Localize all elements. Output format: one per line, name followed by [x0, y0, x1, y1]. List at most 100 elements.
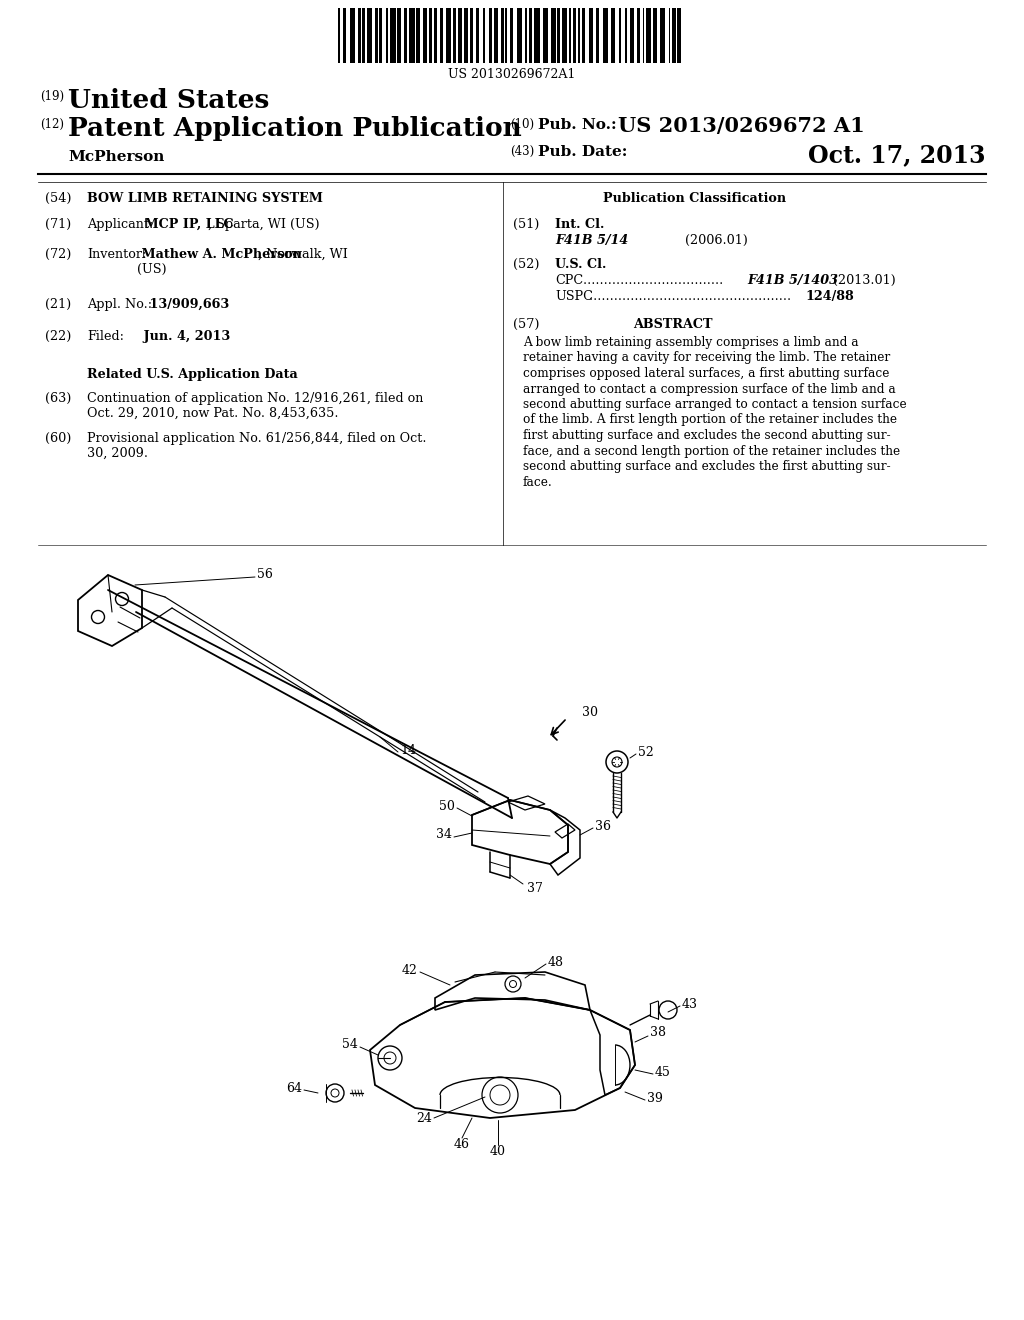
Bar — [505, 8, 507, 63]
Text: Pub. Date:: Pub. Date: — [538, 145, 628, 158]
Bar — [470, 8, 473, 63]
Bar — [610, 8, 615, 63]
Text: US 20130269672A1: US 20130269672A1 — [449, 69, 575, 81]
Bar — [569, 8, 571, 63]
Text: (2006.01): (2006.01) — [645, 234, 748, 247]
Bar — [589, 8, 594, 63]
Text: Filed:: Filed: — [87, 330, 124, 343]
Bar — [677, 8, 681, 63]
Text: Int. Cl.: Int. Cl. — [555, 218, 604, 231]
Text: Oct. 17, 2013: Oct. 17, 2013 — [809, 143, 986, 168]
Bar — [404, 8, 407, 63]
Bar — [544, 8, 548, 63]
Text: Publication Classification: Publication Classification — [603, 191, 786, 205]
Text: 56: 56 — [257, 569, 273, 582]
Text: 48: 48 — [548, 956, 564, 969]
Bar — [510, 8, 513, 63]
Bar — [516, 8, 522, 63]
Bar — [390, 8, 395, 63]
Text: ABSTRACT: ABSTRACT — [633, 318, 713, 331]
Text: (US): (US) — [137, 263, 167, 276]
Text: (63): (63) — [45, 392, 72, 405]
Bar — [642, 8, 644, 63]
Text: Pub. No.:: Pub. No.: — [538, 117, 616, 132]
Bar — [528, 8, 532, 63]
Text: (52): (52) — [513, 257, 540, 271]
Bar — [410, 8, 415, 63]
Bar — [620, 8, 621, 63]
Text: 64: 64 — [286, 1081, 302, 1094]
Text: (51): (51) — [513, 218, 540, 231]
Text: U.S. Cl.: U.S. Cl. — [555, 257, 606, 271]
Text: Provisional application No. 61/256,844, filed on Oct.: Provisional application No. 61/256,844, … — [87, 432, 427, 445]
Text: 45: 45 — [655, 1065, 671, 1078]
Text: 14: 14 — [400, 743, 416, 756]
Bar — [660, 8, 666, 63]
Bar — [368, 8, 372, 63]
Bar — [429, 8, 432, 63]
Text: (57): (57) — [513, 318, 540, 331]
Bar — [458, 8, 462, 63]
Bar — [578, 8, 580, 63]
Bar — [646, 8, 651, 63]
Text: comprises opposed lateral surfaces, a first abutting surface: comprises opposed lateral surfaces, a fi… — [523, 367, 890, 380]
Bar — [488, 8, 492, 63]
Bar — [562, 8, 566, 63]
Text: face, and a second length portion of the retainer includes the: face, and a second length portion of the… — [523, 445, 900, 458]
Text: second abutting surface and excludes the first abutting sur-: second abutting surface and excludes the… — [523, 459, 891, 473]
Text: (71): (71) — [45, 218, 72, 231]
Text: Oct. 29, 2010, now Pat. No. 8,453,635.: Oct. 29, 2010, now Pat. No. 8,453,635. — [87, 407, 339, 420]
Bar — [625, 8, 627, 63]
Bar — [349, 8, 355, 63]
Text: US 2013/0269672 A1: US 2013/0269672 A1 — [618, 116, 864, 136]
Bar — [434, 8, 437, 63]
Text: 24: 24 — [416, 1111, 432, 1125]
Bar — [573, 8, 575, 63]
Text: 50: 50 — [439, 800, 455, 813]
Text: (10): (10) — [510, 117, 535, 131]
Bar — [483, 8, 485, 63]
Bar — [653, 8, 657, 63]
Bar — [386, 8, 388, 63]
Bar — [423, 8, 427, 63]
Text: MCP IP, LLC: MCP IP, LLC — [140, 218, 233, 231]
Text: face.: face. — [523, 475, 553, 488]
Text: of the limb. A first length portion of the retainer includes the: of the limb. A first length portion of t… — [523, 413, 897, 426]
Text: A bow limb retaining assembly comprises a limb and a: A bow limb retaining assembly comprises … — [523, 337, 859, 348]
Text: 54: 54 — [342, 1039, 358, 1052]
Bar — [464, 8, 468, 63]
Text: (21): (21) — [45, 298, 72, 312]
Text: second abutting surface arranged to contact a tension surface: second abutting surface arranged to cont… — [523, 399, 906, 411]
Bar — [673, 8, 676, 63]
Bar — [525, 8, 526, 63]
Text: Patent Application Publication: Patent Application Publication — [68, 116, 522, 141]
Text: Continuation of application No. 12/916,261, filed on: Continuation of application No. 12/916,2… — [87, 392, 423, 405]
Text: 34: 34 — [436, 829, 452, 842]
Text: (43): (43) — [510, 145, 535, 158]
Text: ..................................: .................................. — [579, 275, 723, 286]
Text: USPC: USPC — [555, 290, 593, 304]
Text: 36: 36 — [595, 820, 611, 833]
Bar — [551, 8, 556, 63]
Bar — [396, 8, 400, 63]
Bar — [362, 8, 365, 63]
Text: Mathew A. McPherson: Mathew A. McPherson — [137, 248, 302, 261]
Text: 124/88: 124/88 — [805, 290, 854, 304]
Text: F41B 5/1403: F41B 5/1403 — [746, 275, 838, 286]
Text: CPC: CPC — [555, 275, 583, 286]
Text: Applicant:: Applicant: — [87, 218, 154, 231]
Text: (2013.01): (2013.01) — [829, 275, 896, 286]
Text: (12): (12) — [40, 117, 63, 131]
Bar — [495, 8, 498, 63]
Bar — [343, 8, 346, 63]
Text: 39: 39 — [647, 1092, 663, 1105]
Text: 52: 52 — [638, 746, 653, 759]
Bar — [375, 8, 378, 63]
Text: , Norwalk, WI: , Norwalk, WI — [258, 248, 348, 261]
Text: 37: 37 — [527, 882, 543, 895]
Bar — [416, 8, 420, 63]
Text: Jun. 4, 2013: Jun. 4, 2013 — [121, 330, 230, 343]
Bar — [669, 8, 670, 63]
Bar — [596, 8, 599, 63]
Text: Related U.S. Application Data: Related U.S. Application Data — [87, 368, 298, 381]
